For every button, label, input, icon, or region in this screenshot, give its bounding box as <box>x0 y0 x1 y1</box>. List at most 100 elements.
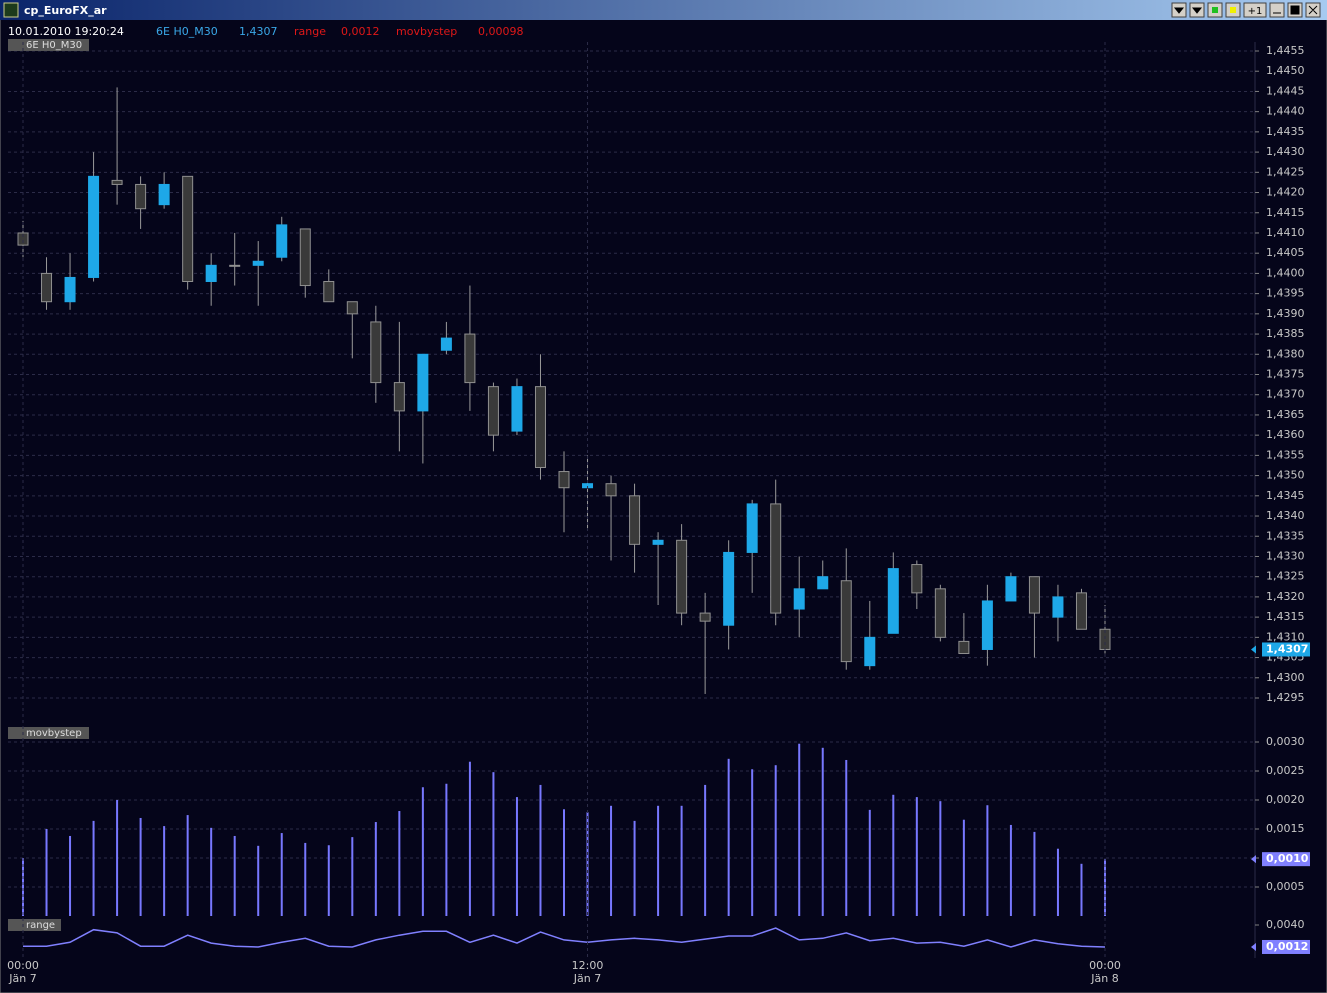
y-tick-label: 1,4360 <box>1266 428 1305 441</box>
y-tick-label: 1,4340 <box>1266 509 1305 522</box>
button-plus-one-label: +1 <box>1248 6 1263 17</box>
candle-body <box>676 539 688 614</box>
x-tick-date: Jän 7 <box>8 972 36 985</box>
bar <box>69 835 72 916</box>
bar <box>727 758 730 916</box>
candle-body <box>88 175 100 278</box>
y-tick-label: 1,4410 <box>1266 226 1305 239</box>
bar <box>163 826 166 916</box>
candle-body <box>534 386 546 469</box>
bar <box>1009 824 1012 916</box>
y-tick-label: 1,4455 <box>1266 44 1305 57</box>
candle-body <box>135 183 147 210</box>
x-tick-date: Jän 8 <box>1090 972 1118 985</box>
bar <box>92 820 95 916</box>
candle-body <box>41 272 53 303</box>
candle-body <box>440 337 452 351</box>
bar <box>139 817 142 916</box>
bar <box>633 820 636 916</box>
current-marker-label: 0,0010 <box>1266 852 1309 865</box>
candle-body <box>911 564 923 594</box>
header-price: 1,4307 <box>239 25 278 38</box>
current-marker-arrow <box>1251 645 1256 654</box>
title-bar <box>0 0 1327 20</box>
candle-body <box>1075 592 1087 630</box>
candle-body <box>205 264 217 282</box>
y-tick-label: 1,4370 <box>1266 388 1305 401</box>
bar <box>186 815 189 916</box>
y-tick-label: 1,4400 <box>1266 266 1305 279</box>
header-movbystep-name: movbystep <box>396 25 457 38</box>
bar <box>116 800 119 916</box>
bar <box>210 827 213 916</box>
bar <box>704 784 707 916</box>
bar <box>563 809 565 916</box>
bar <box>327 845 330 916</box>
panel-label: 6E H0_M30 <box>26 40 82 51</box>
y-tick-label: 1,4335 <box>1266 529 1305 542</box>
candle-body <box>252 260 264 266</box>
bar <box>468 761 471 916</box>
y-tick-label: 1,4375 <box>1266 368 1305 381</box>
candle-body <box>182 175 194 282</box>
x-tick-label: 00:00 <box>1089 959 1121 972</box>
bar <box>915 797 918 916</box>
bar <box>445 783 448 916</box>
candle-body <box>840 580 852 663</box>
y-tick-label: 1,4430 <box>1266 145 1305 158</box>
app-icon <box>3 2 19 18</box>
candle-body <box>723 551 735 626</box>
candle-body <box>887 568 899 634</box>
candle-body <box>158 183 170 206</box>
candle-body <box>511 386 523 432</box>
button-minimize[interactable] <box>1269 2 1285 18</box>
x-tick-label: 12:00 <box>572 959 604 972</box>
y-tick-label: 1,4315 <box>1266 610 1305 623</box>
candle-body <box>558 471 570 489</box>
y-tick-label: 1,4385 <box>1266 327 1305 340</box>
candle-body <box>652 539 664 545</box>
bar <box>1056 848 1059 916</box>
candle-body <box>393 382 405 412</box>
y-tick-label: 1,4440 <box>1266 105 1305 118</box>
y-tick-label: 1,4345 <box>1266 489 1305 502</box>
button-plus-one[interactable] <box>1243 2 1267 18</box>
current-marker-box <box>1262 852 1310 867</box>
bar <box>610 805 613 916</box>
y-tick-label: 1,4425 <box>1266 165 1305 178</box>
bar <box>374 822 377 916</box>
current-marker-box <box>1262 642 1310 657</box>
y-tick-label: 1,4415 <box>1266 206 1305 219</box>
window-buttons: +1 <box>1171 2 1321 18</box>
bar <box>821 747 824 916</box>
bar <box>421 787 424 916</box>
y-tick-label: 1,4380 <box>1266 347 1305 360</box>
header-symbol: 6E H0_M30 <box>156 25 218 38</box>
current-marker-label: 1,4307 <box>1266 642 1308 655</box>
candle-body <box>958 640 970 655</box>
y-tick-label: 1,4350 <box>1266 469 1305 482</box>
candle-body <box>417 353 429 412</box>
y-tick-label: 1,4355 <box>1266 448 1305 461</box>
x-tick-date: Jän 7 <box>573 972 601 985</box>
y-tick-label: 1,4365 <box>1266 408 1305 421</box>
bar <box>986 805 989 916</box>
bar <box>22 858 24 916</box>
y-tick-label: 1,4295 <box>1266 691 1305 704</box>
candle-body <box>111 179 123 185</box>
bar <box>539 784 542 916</box>
bar <box>280 833 283 916</box>
y-tick-label: 1,4420 <box>1266 186 1305 199</box>
candle-body <box>864 636 876 667</box>
candle-body <box>464 333 476 384</box>
yellow-dot <box>1230 7 1236 13</box>
bar <box>892 794 895 916</box>
bar <box>1080 863 1083 916</box>
candle-body <box>746 503 758 553</box>
bar <box>751 769 754 916</box>
current-marker-arrow <box>1251 855 1256 864</box>
candle-body <box>817 576 829 590</box>
bar <box>351 837 354 916</box>
